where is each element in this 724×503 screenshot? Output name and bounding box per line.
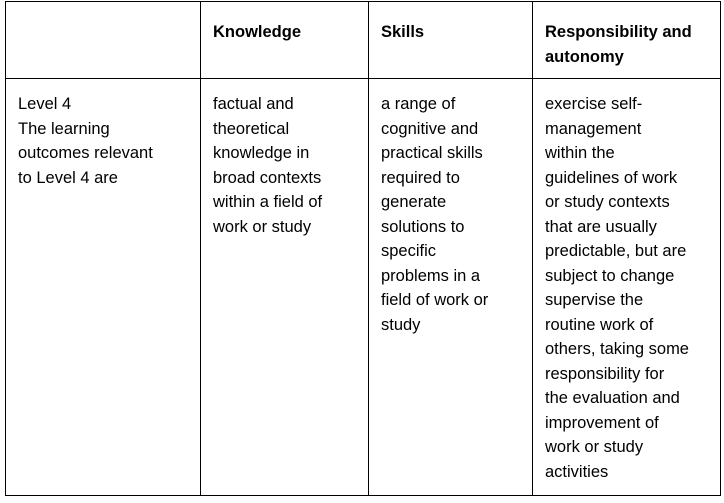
- cell-text-line: predictable, but are: [545, 242, 687, 260]
- cell-text-line: practical skills: [381, 144, 483, 162]
- knowledge-cell: factual and theoretical knowledge in broad …: [200, 78, 369, 496]
- cell-text-line: that are usually: [545, 217, 657, 236]
- header-cell-empty: [5, 1, 201, 79]
- cell-text-line: solutions to: [381, 217, 465, 236]
- cell-text-line: knowledge in: [213, 144, 310, 162]
- cell-text-line: supervise the: [545, 291, 644, 309]
- header-cell-skills: Skills: [368, 1, 533, 79]
- cell-text-line: guidelines of work: [545, 168, 678, 187]
- cell-text-line: Responsibility and: [545, 23, 692, 41]
- cell-text-line: problems in a: [381, 266, 481, 285]
- cell-text-line: study: [381, 315, 421, 334]
- cell-text-line: a range of: [381, 95, 456, 113]
- skills-cell: a range of cognitive and practical skills r…: [368, 78, 533, 496]
- cell-text-line: specific: [381, 242, 437, 260]
- header-row: Knowledge Skills Responsibility and auton…: [5, 1, 721, 79]
- cell-text-line: required to: [381, 168, 460, 187]
- cell-text-line: management: [545, 119, 642, 138]
- cell-text-line: routine work of: [545, 315, 654, 334]
- header-cell-responsibility: Responsibility and autonomy: [532, 1, 721, 79]
- cell-text-line: The learning: [18, 119, 110, 138]
- cell-text-line: outcomes relevant: [18, 144, 153, 162]
- cell-text-line: or study contexts: [545, 193, 670, 211]
- header-cell-knowledge: Knowledge: [200, 1, 369, 79]
- level-cell: Level 4 The learning outcomes relevant to L…: [5, 78, 201, 496]
- cell-text-line: Skills: [381, 23, 425, 41]
- table-row: Level 4 The learning outcomes relevant to L…: [5, 78, 721, 496]
- cell-text-line: cognitive and: [381, 119, 479, 138]
- cell-text-line: work or study: [545, 438, 644, 456]
- cell-text-line: field of work or: [381, 291, 489, 309]
- cell-text-line: the evaluation and: [545, 389, 680, 407]
- cell-text-line: broad contexts: [213, 168, 322, 187]
- cell-text-line: exercise self-: [545, 95, 643, 113]
- cell-text-line: activities: [545, 462, 609, 481]
- cell-text-line: subject to change: [545, 266, 675, 285]
- cell-text-line: within the: [545, 144, 615, 162]
- cell-text-line: theoretical: [213, 119, 290, 138]
- cell-text-line: others, taking some: [545, 340, 689, 358]
- cell-text-line: factual and: [213, 95, 294, 113]
- cell-text-line: autonomy: [545, 47, 624, 66]
- cell-text-line: within a field of: [213, 193, 323, 211]
- cell-text-line: responsibility for: [545, 364, 665, 383]
- responsibility-cell: exercise self-management within the guidel…: [532, 78, 721, 496]
- cell-text-line: to Level 4 are: [18, 168, 118, 187]
- cell-text-line: Knowledge: [213, 23, 302, 41]
- cell-text-line: work or study: [213, 217, 312, 236]
- qualification-level-table: Knowledge Skills Responsibility and auton…: [5, 1, 721, 496]
- cell-text-line: improvement of: [545, 413, 659, 432]
- cell-text-line: generate: [381, 193, 447, 211]
- cell-text-line: Level 4: [18, 95, 72, 113]
